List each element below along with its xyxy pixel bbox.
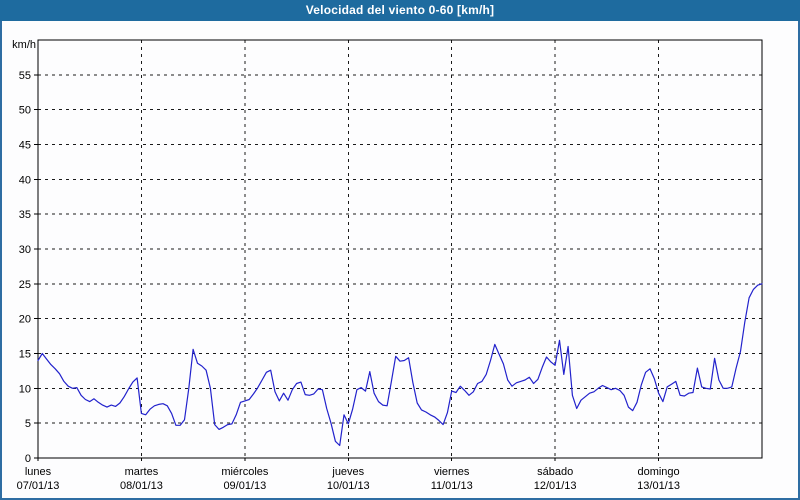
wind-speed-line <box>37 283 763 447</box>
day-label: viernes <box>434 466 470 478</box>
day-label: miércoles <box>221 466 269 478</box>
date-label: 11/01/13 <box>431 480 473 492</box>
y-tick-label: 10 <box>19 383 31 395</box>
y-tick-label: 30 <box>19 244 31 256</box>
date-label: 10/01/13 <box>327 480 370 492</box>
day-label: sábado <box>537 466 573 478</box>
title-bar: Velocidad del viento 0-60 [km/h] <box>0 0 800 21</box>
y-tick-label: 35 <box>19 209 31 221</box>
date-label: 13/01/13 <box>637 480 680 492</box>
y-tick-label: 40 <box>19 174 31 186</box>
y-tick-label: 5 <box>25 418 31 430</box>
y-tick-label: 50 <box>19 105 31 117</box>
y-tick-label: 45 <box>19 140 31 152</box>
chart-title: Velocidad del viento 0-60 [km/h] <box>305 3 495 17</box>
day-label: domingo <box>637 466 679 478</box>
date-label: 08/01/13 <box>120 480 163 492</box>
date-label: 12/01/13 <box>534 480 577 492</box>
y-tick-label: 55 <box>19 70 31 82</box>
y-tick-label: 15 <box>19 349 31 361</box>
plot-border <box>37 39 763 459</box>
y-tick-label: 25 <box>19 279 31 291</box>
date-label: 07/01/13 <box>17 480 60 492</box>
day-label: jueves <box>331 466 364 478</box>
y-axis-unit-label: km/h <box>12 39 36 51</box>
day-label: lunes <box>25 466 52 478</box>
day-label: martes <box>125 466 159 478</box>
y-tick-label: 20 <box>19 314 31 326</box>
date-label: 09/01/13 <box>223 480 266 492</box>
y-tick-label: 0 <box>25 453 31 465</box>
